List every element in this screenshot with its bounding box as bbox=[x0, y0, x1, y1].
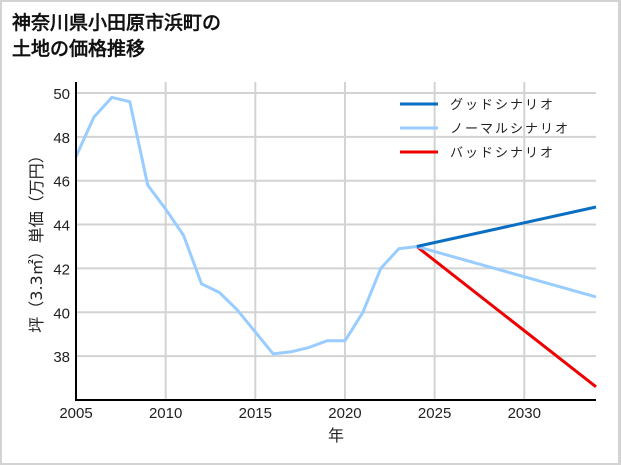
x-tick-label: 2030 bbox=[508, 405, 541, 422]
x-tick-label: 2005 bbox=[59, 405, 92, 422]
y-tick-label: 42 bbox=[53, 261, 70, 278]
data-lines bbox=[74, 95, 597, 388]
series-line bbox=[415, 245, 597, 388]
y-tick-label: 40 bbox=[53, 305, 70, 322]
x-tick-label: 2015 bbox=[239, 405, 272, 422]
series-line bbox=[416, 245, 597, 299]
series-line bbox=[416, 205, 597, 248]
y-tick-label: 50 bbox=[53, 86, 70, 103]
grid-lines bbox=[76, 82, 596, 400]
x-tick-label: 2020 bbox=[328, 405, 361, 422]
y-tick-label: 46 bbox=[53, 174, 70, 191]
chart-title: 神奈川県小田原市浜町の 土地の価格推移 bbox=[12, 12, 222, 60]
x-tick-label: 2025 bbox=[418, 405, 451, 422]
y-tick-label: 44 bbox=[53, 218, 70, 235]
legend-label: バッドシナリオ bbox=[450, 146, 555, 161]
x-axis-label: 年 bbox=[328, 426, 344, 445]
axes bbox=[75, 82, 596, 401]
legend-label: ノーマルシナリオ bbox=[450, 122, 570, 137]
y-tick-label: 48 bbox=[53, 130, 70, 147]
y-axis-label: 坪（3.3㎡）単価（万円） bbox=[27, 147, 46, 332]
legend-label: グッドシナリオ bbox=[450, 98, 555, 113]
tick-labels: 38 40 42 44 46 48 50 2005 2010 2015 2020 2025 2030 bbox=[53, 86, 541, 422]
x-tick-label: 2010 bbox=[149, 405, 182, 422]
y-tick-label: 38 bbox=[53, 349, 70, 366]
series-line bbox=[74, 95, 417, 356]
